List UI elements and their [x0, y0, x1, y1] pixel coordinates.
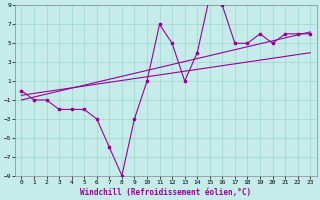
- X-axis label: Windchill (Refroidissement éolien,°C): Windchill (Refroidissement éolien,°C): [80, 188, 252, 197]
